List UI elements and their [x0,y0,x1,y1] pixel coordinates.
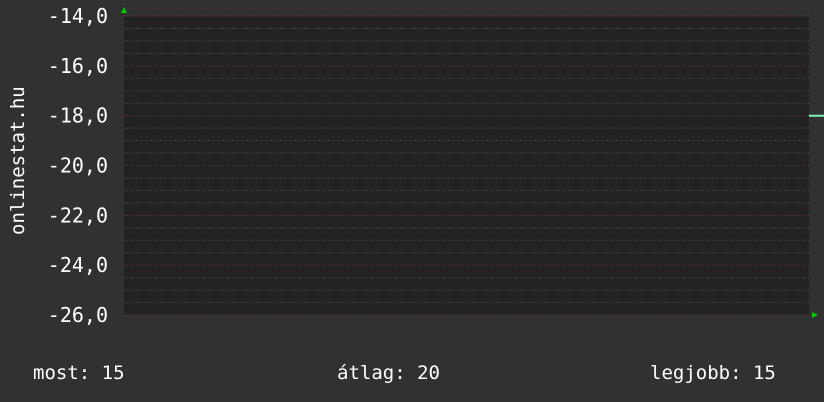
y-tick-label: -14,0 [48,4,108,28]
y-axis-arrow-icon [121,7,127,13]
y-tick-label: -22,0 [48,203,108,227]
best-value: legjobb: 15 [650,362,776,384]
x-axis-arrow-icon [812,312,818,318]
average-value: átlag: 20 [337,362,440,384]
grid [124,15,809,316]
y-axis: -14,0 -16,0 -18,0 -20,0 -22,0 -24,0 -26,0 [48,4,108,327]
y-tick-label: -26,0 [48,303,108,327]
current-value: most: 15 [33,362,125,384]
y-tick-label: -18,0 [48,104,108,128]
y-tick-label: -24,0 [48,253,108,277]
series-line [809,114,824,117]
y-axis-label: onlinestat.hu [7,86,29,235]
y-tick-label: -20,0 [48,154,108,178]
y-tick-label: -16,0 [48,54,108,78]
